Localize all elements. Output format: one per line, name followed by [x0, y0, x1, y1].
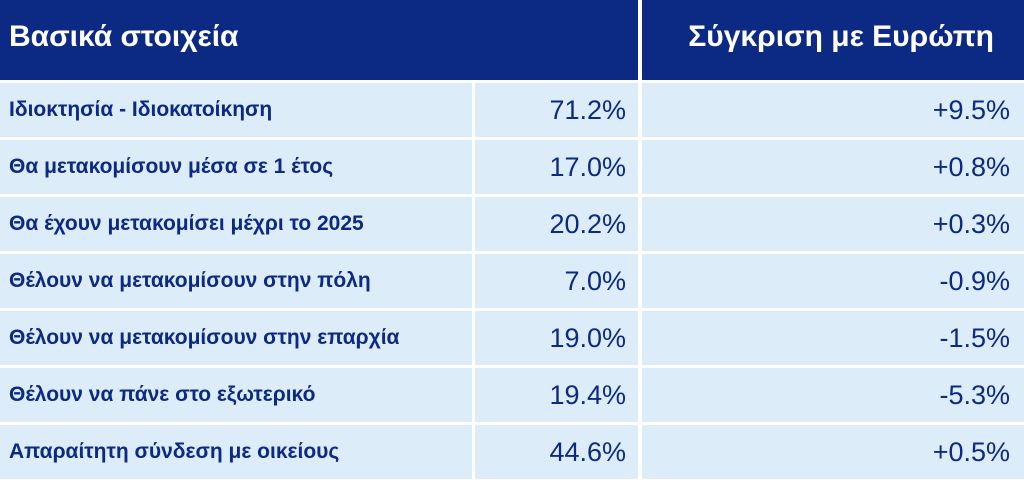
table-row: Θα μετακομίσουν μέσα σε 1 έτος 17.0% +0.8% — [0, 140, 1024, 194]
table-row: Θα έχουν μετακομίσει μέχρι το 2025 20.2% +… — [0, 197, 1024, 251]
row-label: Θα μετακομίσουν μέσα σε 1 έτος — [0, 140, 472, 194]
row-europe-comparison: +9.5% — [642, 83, 1024, 137]
row-value: 20.2% — [475, 197, 638, 251]
row-label: Ιδιοκτησία - Ιδιοκατοίκηση — [0, 83, 472, 137]
table-header: Βασικά στοιχεία Σύγκριση με Ευρώπη — [0, 0, 1024, 80]
row-europe-comparison: -5.3% — [642, 368, 1024, 422]
row-label: Θα έχουν μετακομίσει μέχρι το 2025 — [0, 197, 472, 251]
table-row: Θέλουν να μετακομίσουν στην επαρχία 19.0%… — [0, 311, 1024, 365]
row-label: Θέλουν να μετακομίσουν στην πόλη — [0, 254, 472, 308]
row-europe-comparison: +0.5% — [642, 425, 1024, 479]
row-value: 71.2% — [475, 83, 638, 137]
table-row: Θέλουν να μετακομίσουν στην πόλη 7.0% -0.9… — [0, 254, 1024, 308]
row-value: 19.0% — [475, 311, 638, 365]
row-europe-comparison: +0.8% — [642, 140, 1024, 194]
row-value: 44.6% — [475, 425, 638, 479]
header-basic-stats: Βασικά στοιχεία — [0, 0, 638, 80]
row-europe-comparison: -1.5% — [642, 311, 1024, 365]
table-row: Ιδιοκτησία - Ιδιοκατοίκηση 71.2% +9.5% — [0, 83, 1024, 137]
row-europe-comparison: -0.9% — [642, 254, 1024, 308]
row-label: Απαραίτητη σύνδεση με οικείους — [0, 425, 472, 479]
table-row: Απαραίτητη σύνδεση με οικείους 44.6% +0.5% — [0, 425, 1024, 479]
row-value: 19.4% — [475, 368, 638, 422]
row-europe-comparison: +0.3% — [642, 197, 1024, 251]
row-value: 7.0% — [475, 254, 638, 308]
table-row: Θέλουν να πάνε στο εξωτερικό 19.4% -5.3% — [0, 368, 1024, 422]
row-value: 17.0% — [475, 140, 638, 194]
row-label: Θέλουν να μετακομίσουν στην επαρχία — [0, 311, 472, 365]
row-label: Θέλουν να πάνε στο εξωτερικό — [0, 368, 472, 422]
header-europe-comparison: Σύγκριση με Ευρώπη — [642, 0, 1024, 80]
